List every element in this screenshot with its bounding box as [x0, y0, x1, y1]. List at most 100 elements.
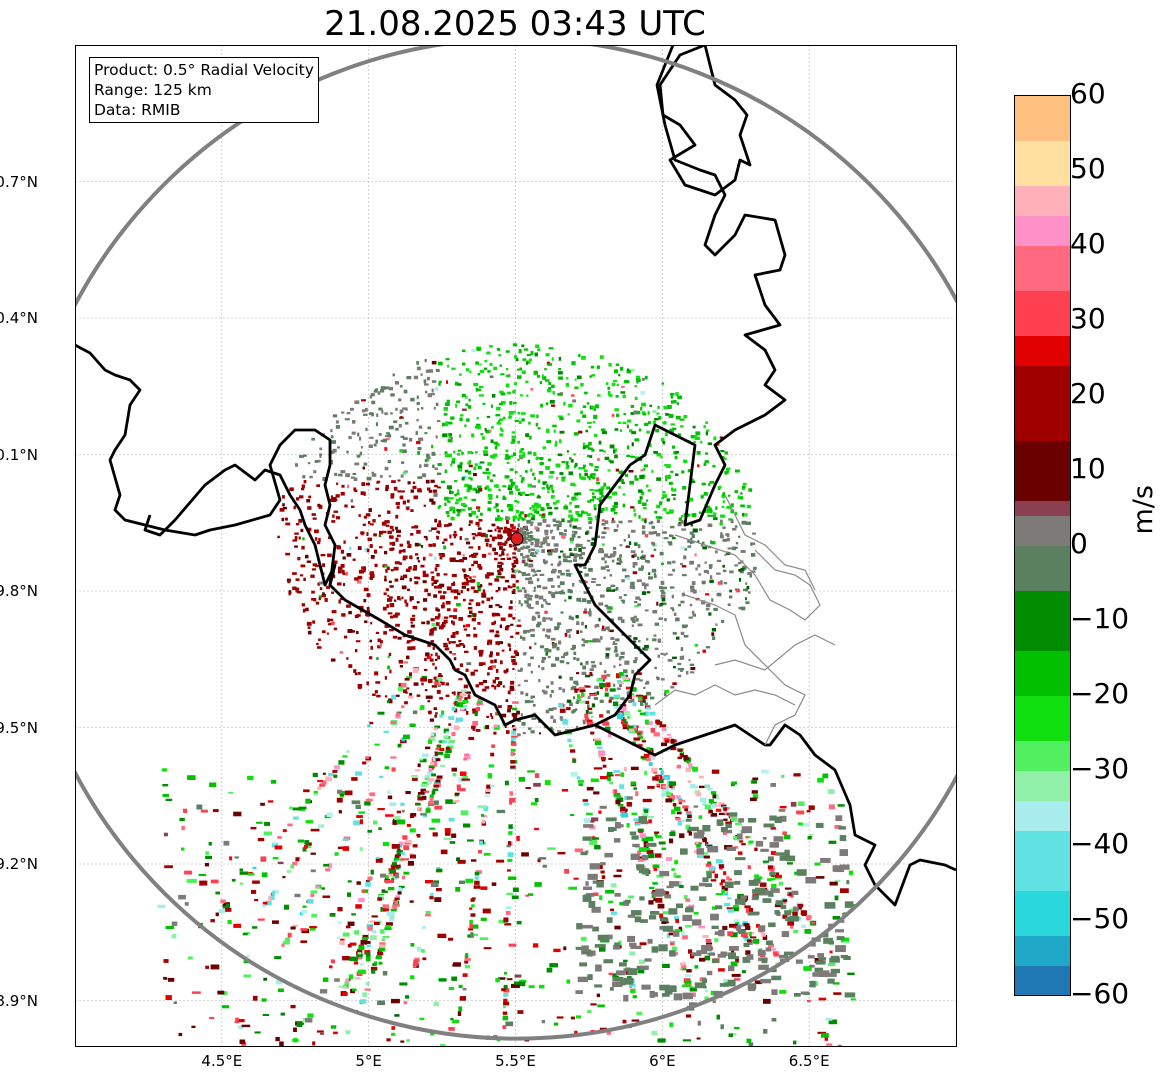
echo-pixel [628, 895, 634, 899]
echo-pixel [565, 572, 571, 577]
echo-pixel [543, 690, 548, 695]
echo-pixel [401, 585, 407, 590]
echo-pixel [784, 834, 791, 840]
echo-pixel [578, 686, 585, 692]
echo-pixel [434, 467, 438, 470]
echo-pixel [707, 787, 713, 791]
echo-pixel [186, 878, 195, 883]
echo-pixel [716, 859, 723, 864]
echo-pixel [746, 504, 751, 509]
echo-pixel [495, 413, 501, 417]
echo-pixel [456, 717, 463, 722]
echo-pixel [436, 625, 440, 629]
echo-pixel [458, 642, 464, 646]
echo-pixel [520, 541, 525, 545]
echo-pixel [745, 925, 751, 930]
echo-pixel [646, 691, 651, 696]
echo-pixel [639, 736, 644, 740]
echo-pixel [525, 514, 531, 518]
echo-pixel [530, 634, 535, 637]
echo-pixel [730, 509, 735, 514]
echo-pixel [622, 676, 629, 680]
echo-pixel [421, 682, 424, 686]
echo-pixel [676, 402, 679, 405]
echo-pixel [316, 1030, 324, 1033]
echo-pixel [817, 953, 824, 958]
echo-pixel [453, 535, 457, 539]
echo-pixel [556, 477, 559, 480]
echo-pixel [468, 546, 474, 549]
echo-pixel [726, 505, 732, 509]
echo-pixel [601, 875, 606, 880]
echo-pixel [546, 484, 549, 489]
echo-pixel [531, 717, 537, 720]
echo-pixel [578, 570, 583, 574]
echo-pixel [615, 799, 621, 805]
echo-pixel [318, 638, 321, 641]
echo-pixel [305, 1018, 313, 1023]
echo-pixel [715, 550, 718, 554]
echo-pixel [542, 519, 547, 523]
echo-pixel [599, 754, 604, 759]
echo-pixel [443, 538, 448, 542]
radar-map[interactable] [75, 45, 957, 1047]
echo-pixel [587, 820, 595, 823]
echo-pixel [648, 853, 655, 859]
echo-pixel [252, 866, 257, 870]
echo-pixel [421, 795, 427, 800]
echo-pixel [524, 562, 528, 567]
echo-pixel [531, 695, 536, 699]
echo-pixel [733, 919, 740, 923]
echo-pixel [656, 874, 664, 878]
echo-pixel [330, 1025, 337, 1029]
echo-pixel [641, 377, 645, 381]
echo-pixel [298, 536, 301, 540]
echo-pixel [630, 989, 635, 994]
echo-pixel [516, 586, 520, 590]
echo-pixel [671, 946, 677, 951]
echo-pixel [653, 634, 657, 637]
echo-pixel [458, 678, 463, 681]
echo-pixel [433, 784, 440, 788]
echo-pixel [412, 481, 416, 484]
echo-pixel [235, 1017, 239, 1022]
echo-pixel [720, 450, 725, 453]
echo-pixel [606, 710, 610, 714]
echo-pixel [706, 942, 713, 945]
echo-pixel [691, 919, 702, 926]
echo-pixel [566, 651, 569, 656]
echo-pixel [793, 773, 801, 777]
echo-pixel [389, 525, 394, 529]
echo-pixel [670, 470, 674, 473]
echo-pixel [602, 543, 605, 546]
echo-pixel [382, 908, 390, 912]
echo-pixel [814, 981, 818, 986]
echo-pixel [454, 559, 460, 563]
echo-pixel [444, 422, 449, 427]
echo-pixel [589, 671, 593, 676]
echo-pixel [404, 678, 410, 681]
echo-pixel [595, 404, 599, 409]
echo-pixel [502, 485, 507, 488]
echo-pixel [372, 820, 378, 825]
echo-pixel [825, 1017, 833, 1021]
echo-pixel [553, 524, 558, 527]
echo-pixel [525, 629, 531, 633]
echo-pixel [580, 382, 584, 387]
echo-pixel [311, 597, 316, 601]
echo-pixel [644, 644, 649, 649]
echo-pixel [295, 590, 299, 593]
echo-pixel [644, 719, 649, 725]
echo-pixel [683, 459, 688, 464]
echo-pixel [366, 956, 371, 962]
echo-pixel [648, 522, 653, 525]
echo-pixel [629, 429, 633, 433]
echo-pixel [588, 441, 592, 446]
echo-pixel [547, 363, 552, 366]
echo-pixel [517, 570, 521, 574]
echo-pixel [446, 746, 450, 752]
echo-pixel [527, 451, 532, 455]
echo-pixel [436, 677, 443, 682]
echo-pixel [714, 873, 718, 879]
echo-pixel [495, 630, 500, 634]
